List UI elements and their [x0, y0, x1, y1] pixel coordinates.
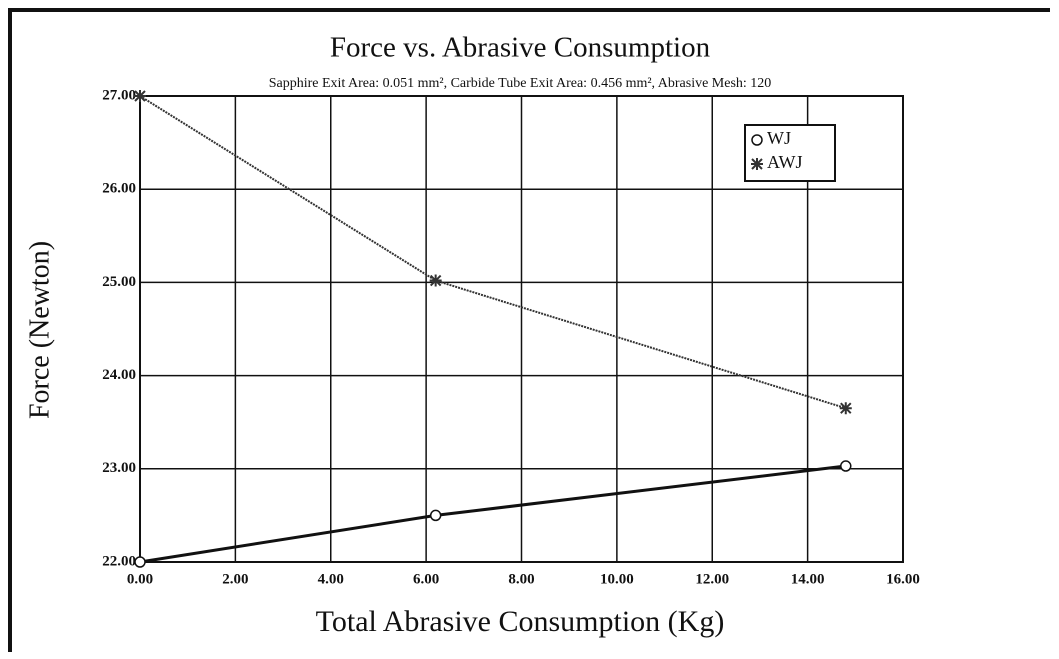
legend-label: WJ: [767, 128, 791, 148]
chart-subtitle: Sapphire Exit Area: 0.051 mm², Carbide T…: [269, 76, 772, 91]
marker: [429, 509, 442, 522]
x-tick-label: 8.00: [508, 571, 534, 587]
marker: [429, 274, 442, 287]
legend-marker: [751, 134, 763, 146]
legend-box: [744, 124, 836, 182]
x-tick-label: 16.00: [886, 571, 920, 587]
marker: [134, 556, 146, 568]
legend-label: AWJ: [767, 152, 803, 172]
frame: [8, 8, 1050, 652]
marker: [840, 460, 852, 472]
x-axis-label: Total Abrasive Consumption (Kg): [316, 605, 725, 638]
y-tick-label: 24.00: [102, 367, 136, 383]
x-tick-label: 10.00: [600, 571, 634, 587]
x-tick-label: 2.00: [222, 571, 248, 587]
y-tick-label: 25.00: [102, 274, 136, 290]
y-axis-label: Force (Newton): [24, 241, 55, 419]
x-tick-label: 14.00: [791, 571, 825, 587]
x-tick-label: 4.00: [318, 571, 344, 587]
marker: [839, 402, 852, 415]
y-tick-label: 26.00: [102, 181, 136, 197]
x-tick-label: 6.00: [413, 571, 439, 587]
y-tick-label: 23.00: [102, 460, 136, 476]
y-tick-label: 27.00: [102, 87, 136, 103]
marker: [134, 90, 146, 102]
chart-title: Force vs. Abrasive Consumption: [330, 32, 711, 64]
legend-marker: [751, 158, 763, 170]
plot-border: [139, 95, 904, 563]
y-tick-label: 22.00: [102, 553, 136, 569]
x-tick-label: 0.00: [127, 571, 153, 587]
x-tick-label: 12.00: [695, 571, 729, 587]
